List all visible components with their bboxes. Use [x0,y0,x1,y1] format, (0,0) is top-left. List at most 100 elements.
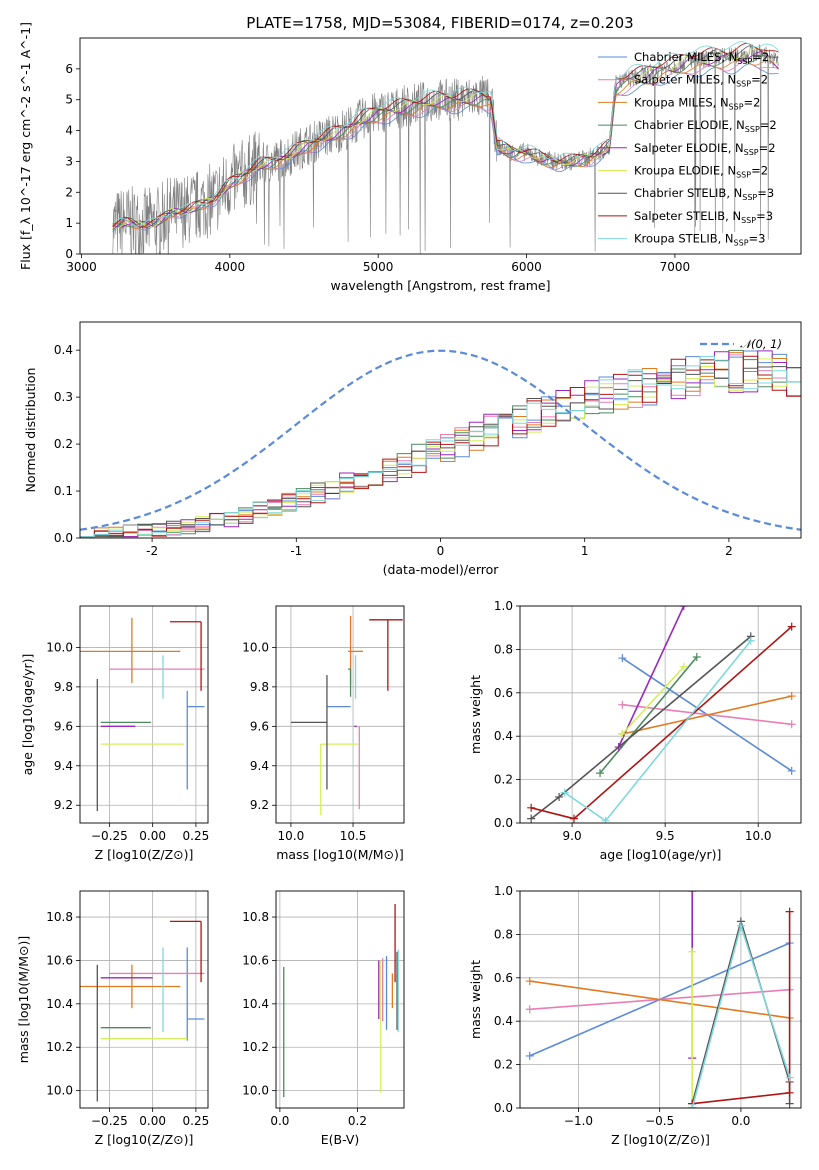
x-tick-label: 3000 [66,260,97,274]
axes-frame [79,890,209,1109]
axes-frame [519,605,802,824]
x-tick-label: 1 [581,544,589,558]
y-axis-label: mass weight [468,960,483,1039]
plot-area [283,904,399,1098]
weight-marker [688,947,697,956]
errorbar-point [80,964,181,1009]
x-tick-label: −0.5 [645,1114,674,1128]
x-tick-label: 4000 [215,260,246,274]
axis-group: −1.0 −0.5 0.0 0.0 0.2 0.4 0.6 0.8 1.0 Z [log10(Z/… [468,884,802,1147]
y-axis-label: mass [log10(M/M⊙)] [16,936,31,1064]
weight-marker [618,654,627,663]
weight-marker [787,692,796,701]
weight-line-3 [599,656,698,774]
weight-marker [692,652,701,661]
x-tick-label: 10.0 [278,829,305,843]
weight-marker [785,1088,794,1097]
y-tick-label: 10.4 [46,997,73,1011]
weight-line-4 [617,606,685,748]
plot-area [527,606,796,823]
axis-group: 9.0 9.5 10.0 0.0 0.2 0.4 0.6 0.8 1.0 age [log10(a… [468,599,802,862]
figure-title: PLATE=1758, MJD=53084, FIBERID=0174, z=0… [246,14,633,32]
weight-marker [560,788,569,797]
axes-frame [79,321,802,539]
x-tick-label: 7000 [660,260,691,274]
y-axis-label: Flux [f_λ 10^-17 erg cm^-2 s^-1 A^-1] [18,22,33,270]
y-tick-label: 5 [65,93,73,107]
weight-marker [596,769,605,778]
plot-area [80,920,205,1102]
x-axis-label: (data-model)/error [383,562,500,577]
mass-vs-metallicity-panel: −0.25 0.00 0.25 10.0 10.2 10.4 10.6 10.8 Z [log1… [16,890,210,1147]
y-tick-label: 1.0 [494,884,513,898]
x-axis-label: mass [log10(M/M⊙)] [276,847,404,862]
y-tick-label: 9.4 [250,759,269,773]
y-tick-label: 9.2 [54,798,73,812]
axis-group: 0.0 0.2 10.0 10.2 10.4 10.6 10.8 E(B-V) [242,890,405,1147]
weight-line-2 [529,980,790,1019]
errorbar-point [290,675,328,790]
x-tick-label: 9.5 [656,829,675,843]
y-tick-label: 0.2 [494,773,513,787]
histogram-1 [80,354,801,538]
x-tick-label: 6000 [511,260,542,274]
weight-marker [618,700,627,709]
x-tick-label: 2 [725,544,733,558]
errorbar-point [186,690,205,790]
y-tick-label: 10.4 [242,997,269,1011]
legend-entry: Salpeter MILES, NSSP=2 [634,73,768,89]
y-tick-label: 10.6 [46,953,73,967]
model-spectrum-6 [112,45,779,230]
y-tick-label: 0.2 [494,1058,513,1072]
weight-marker [688,891,697,895]
y-tick-label: 3 [65,154,73,168]
errorbar-point [169,621,202,691]
histogram-0 [80,350,801,538]
axis-group: −0.25 0.00 0.25 9.2 9.4 9.6 9.8 10.0 Z [log10(Z/… [20,605,210,862]
x-tick-label: −0.25 [91,829,128,843]
y-tick-label: 0.6 [494,686,513,700]
age-vs-metallicity-panel: −0.25 0.00 0.25 9.2 9.4 9.6 9.8 10.0 Z [log10(Z/… [20,605,210,862]
mass-weight-vs-metallicity-panel: −1.0 −0.5 0.0 0.0 0.2 0.4 0.6 0.8 1.0 Z [log10(Z/… [468,884,802,1147]
y-tick-label: 0.0 [494,816,513,830]
x-tick-label: 0.0 [731,1114,750,1128]
x-tick-label: 0.25 [183,1114,210,1128]
axes-frame [275,890,405,1109]
y-tick-label: 0.0 [494,1101,513,1115]
x-tick-label: 0 [437,544,445,558]
y-axis-label: mass weight [468,675,483,754]
y-tick-label: 2 [65,185,73,199]
x-axis-label: E(B-V) [321,1132,360,1147]
weight-marker [527,814,536,823]
plot-area [290,615,403,816]
weight-line-2 [622,695,792,735]
y-tick-label: 0.4 [494,729,513,743]
x-tick-label: 0.25 [183,829,210,843]
age-vs-mass-panel: 10.0 10.5 9.2 9.4 9.6 9.8 10.0 mass [log10(M/M⊙… [242,605,405,862]
spectrum-legend: Chabrier MILES, NSSP=2 Salpeter MILES, NS… [598,50,777,248]
y-tick-label: 0.8 [494,927,513,941]
y-tick-label: 0.8 [494,642,513,656]
y-tick-label: 0.0 [54,531,73,545]
axis-group: -2 -1 0 1 2 0.0 0.1 0.2 0.3 0.4 (data-model)/error… [23,321,802,577]
y-tick-label: 10.8 [242,910,269,924]
histogram-3 [80,349,801,538]
plot-area [112,41,779,254]
y-tick-label: 1.0 [494,599,513,613]
weight-marker [679,606,688,610]
y-tick-label: 9.8 [54,680,73,694]
axes-frame [79,605,209,824]
weight-marker [785,907,794,916]
axis-group: 3000 4000 5000 6000 7000 0 1 2 3 4 5 6 wavelength [A… [18,22,802,293]
histogram-7 [80,355,801,538]
histogram-4 [80,350,801,538]
axis-group: 10.0 10.5 9.2 9.4 9.6 9.8 10.0 mass [log10(M/M⊙… [242,605,405,862]
x-axis-label: wavelength [Angstrom, rest frame] [330,278,550,293]
legend-entry: Kroupa ELODIE, NSSP=2 [634,164,768,180]
y-tick-label: 9.2 [250,798,269,812]
y-axis-label: age [log10(age/yr)] [20,654,35,776]
x-tick-label: -1 [290,544,302,558]
x-tick-label: 0.2 [348,1114,367,1128]
legend-entry: Chabrier STELIB, NSSP=3 [634,186,774,202]
